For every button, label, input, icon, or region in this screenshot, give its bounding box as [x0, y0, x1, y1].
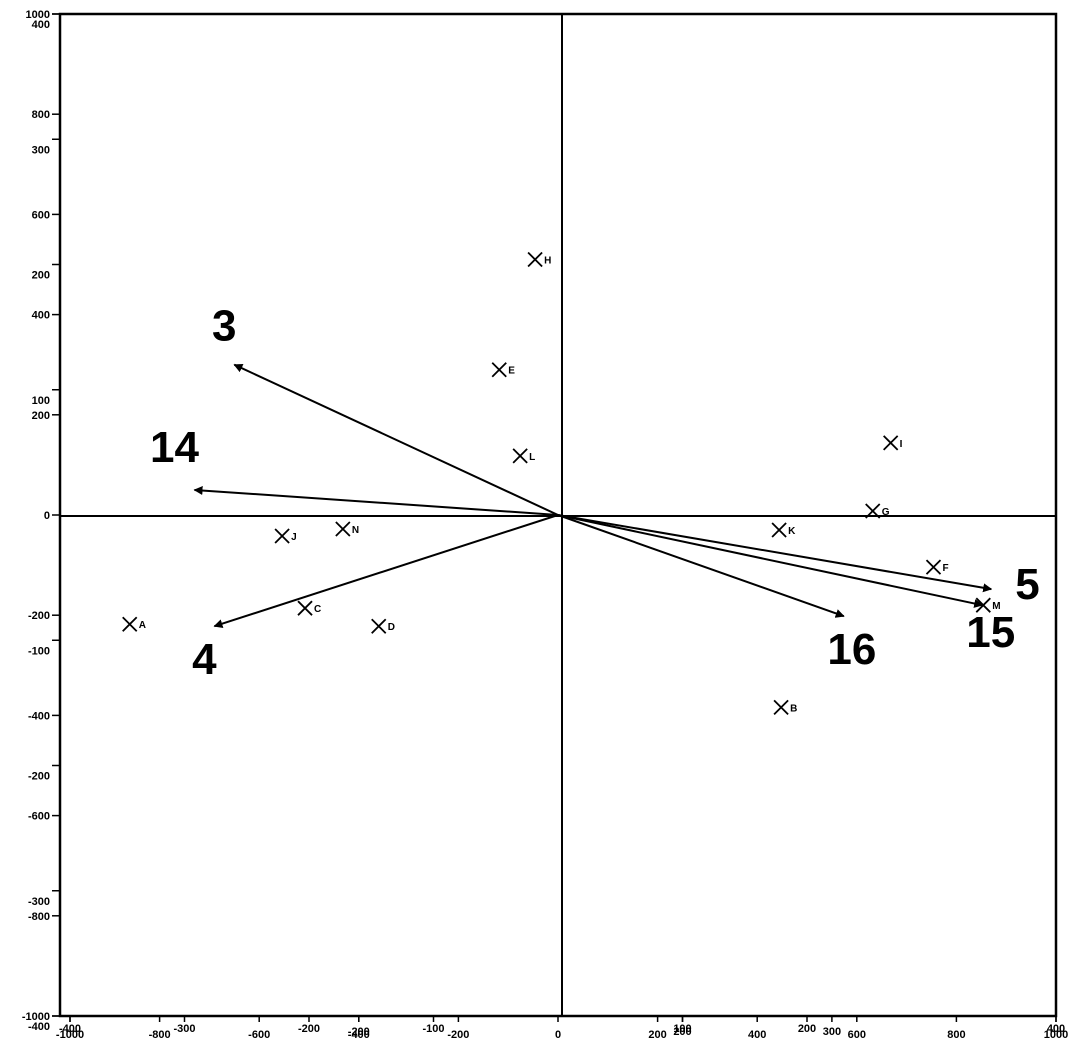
- vector-15-label: 15: [966, 608, 1015, 657]
- sample-points: A B C D E F G H I J K L M N: [122, 251, 1001, 716]
- vector-4-arrow: [213, 514, 559, 629]
- x-outer-tick-label-3: -400: [348, 1029, 370, 1041]
- y-inner-tick-label-6: -300: [28, 896, 50, 908]
- y-outer-tick-label-3: 400: [32, 310, 50, 322]
- vector-3-label: 3: [212, 302, 236, 351]
- vector-3-arrow: [233, 363, 559, 516]
- y-inner-tick-label-0: 400: [32, 19, 50, 31]
- y-outer-tick-label-8: -600: [28, 811, 50, 823]
- point-F: F: [925, 559, 949, 575]
- point-H-label: H: [544, 255, 551, 266]
- x-outer-tick-label-1: -800: [149, 1029, 171, 1041]
- x-inner-tick-label-6: 400: [1047, 1023, 1065, 1035]
- point-L: L: [512, 448, 535, 464]
- point-G: G: [865, 503, 890, 519]
- vector-15-arrow: [557, 514, 984, 608]
- y-outer-tick-label-5: 0: [44, 510, 50, 522]
- y-inner-tick-label-4: -100: [28, 645, 50, 657]
- x-outer-tick-label-7: 400: [748, 1029, 766, 1041]
- y-outer-tick-label-10: -1000: [22, 1011, 50, 1023]
- y-inner-tick-label-1: 300: [32, 144, 50, 156]
- point-M: M: [975, 597, 1001, 613]
- vector-5-arrow: [557, 514, 993, 593]
- vector-14-label: 14: [150, 423, 199, 472]
- y-inner-tick-label-3: 100: [32, 395, 50, 407]
- point-F-label: F: [942, 563, 948, 574]
- point-J-label: J: [291, 532, 297, 543]
- y-outer-tick-label-2: 600: [32, 209, 50, 221]
- y-outer-tick-label-1: 800: [32, 109, 50, 121]
- point-C-marker: [297, 600, 313, 616]
- point-M-marker: [975, 597, 991, 613]
- x-outer-tick-label-5: 0: [555, 1029, 561, 1041]
- point-D-marker: [371, 618, 387, 634]
- point-G-label: G: [882, 507, 890, 518]
- y-inner-tick-label-7: -400: [28, 1021, 50, 1033]
- x-outer-tick-label-10: 1000: [1044, 1029, 1068, 1041]
- x-outer-tick-label-6: 200: [648, 1029, 666, 1041]
- x-inner-tick-label-5: 100: [673, 1023, 691, 1035]
- vector-16-arrow: [557, 514, 845, 618]
- point-D: D: [371, 618, 395, 634]
- x-mid-tick-label-0: -200: [348, 1026, 370, 1038]
- point-N-label: N: [352, 525, 359, 536]
- x-outer-tick-label-8: 600: [848, 1029, 866, 1041]
- point-I: I: [883, 435, 903, 451]
- x-outer-tick-label-4: -200: [447, 1029, 469, 1041]
- point-D-label: D: [388, 622, 395, 633]
- vector-5-label: 5: [1015, 560, 1039, 609]
- x-inner-tick-label-4: 200: [798, 1023, 816, 1035]
- point-G-marker: [865, 503, 881, 519]
- point-J-marker: [274, 528, 290, 544]
- point-K-label: K: [788, 526, 796, 537]
- y-outer-tick-label-7: -400: [28, 710, 50, 722]
- axis-ticks: 10008006004002000-200-400-600-800-100040…: [22, 9, 1068, 1041]
- x-inner-tick-label-3: -100: [422, 1023, 444, 1035]
- point-L-label: L: [529, 452, 535, 463]
- y-outer-tick-label-6: -200: [28, 610, 50, 622]
- x-mid-tick-label-2: 300: [823, 1026, 841, 1038]
- point-M-label: M: [992, 601, 1000, 612]
- point-F-marker: [925, 559, 942, 575]
- point-H-marker: [527, 251, 543, 268]
- y-inner-tick-label-5: -200: [28, 771, 50, 783]
- vector-16-label: 16: [827, 625, 876, 674]
- point-A-label: A: [139, 620, 146, 631]
- vector-4-label: 4: [192, 635, 217, 684]
- x-inner-tick-label-0: -400: [59, 1023, 81, 1035]
- point-L-marker: [512, 448, 528, 464]
- point-N-marker: [335, 521, 351, 537]
- point-K: K: [771, 522, 796, 538]
- y-inner-tick-label-2: 200: [32, 270, 50, 282]
- point-B: B: [773, 699, 797, 716]
- point-E-marker: [491, 362, 507, 378]
- point-N: N: [335, 521, 359, 537]
- point-E-label: E: [508, 366, 515, 377]
- point-C-label: C: [314, 604, 321, 615]
- x-outer-tick-label-2: -600: [248, 1029, 270, 1041]
- vector-arrows: 3 14 4 16 515: [150, 302, 1040, 685]
- point-A-marker: [122, 616, 138, 632]
- point-I-label: I: [900, 439, 903, 450]
- point-C: C: [297, 600, 321, 616]
- x-outer-tick-label-0: -1000: [56, 1029, 84, 1041]
- vector-14-arrow: [193, 486, 559, 516]
- point-H: H: [527, 251, 551, 268]
- point-B-marker: [773, 699, 789, 716]
- y-outer-tick-label-4: 200: [32, 410, 50, 422]
- point-E: E: [491, 362, 515, 378]
- point-I-marker: [883, 435, 899, 451]
- x-inner-tick-label-1: -300: [173, 1023, 195, 1035]
- x-inner-tick-label-2: -200: [298, 1023, 320, 1035]
- point-A: A: [122, 616, 146, 632]
- y-outer-tick-label-0: 1000: [26, 9, 50, 21]
- point-B-label: B: [790, 703, 797, 714]
- y-outer-tick-label-9: -800: [28, 911, 50, 923]
- x-mid-tick-label-1: 200: [673, 1026, 691, 1038]
- point-K-marker: [771, 522, 787, 538]
- x-outer-tick-label-9: 800: [947, 1029, 965, 1041]
- point-J: J: [274, 528, 297, 544]
